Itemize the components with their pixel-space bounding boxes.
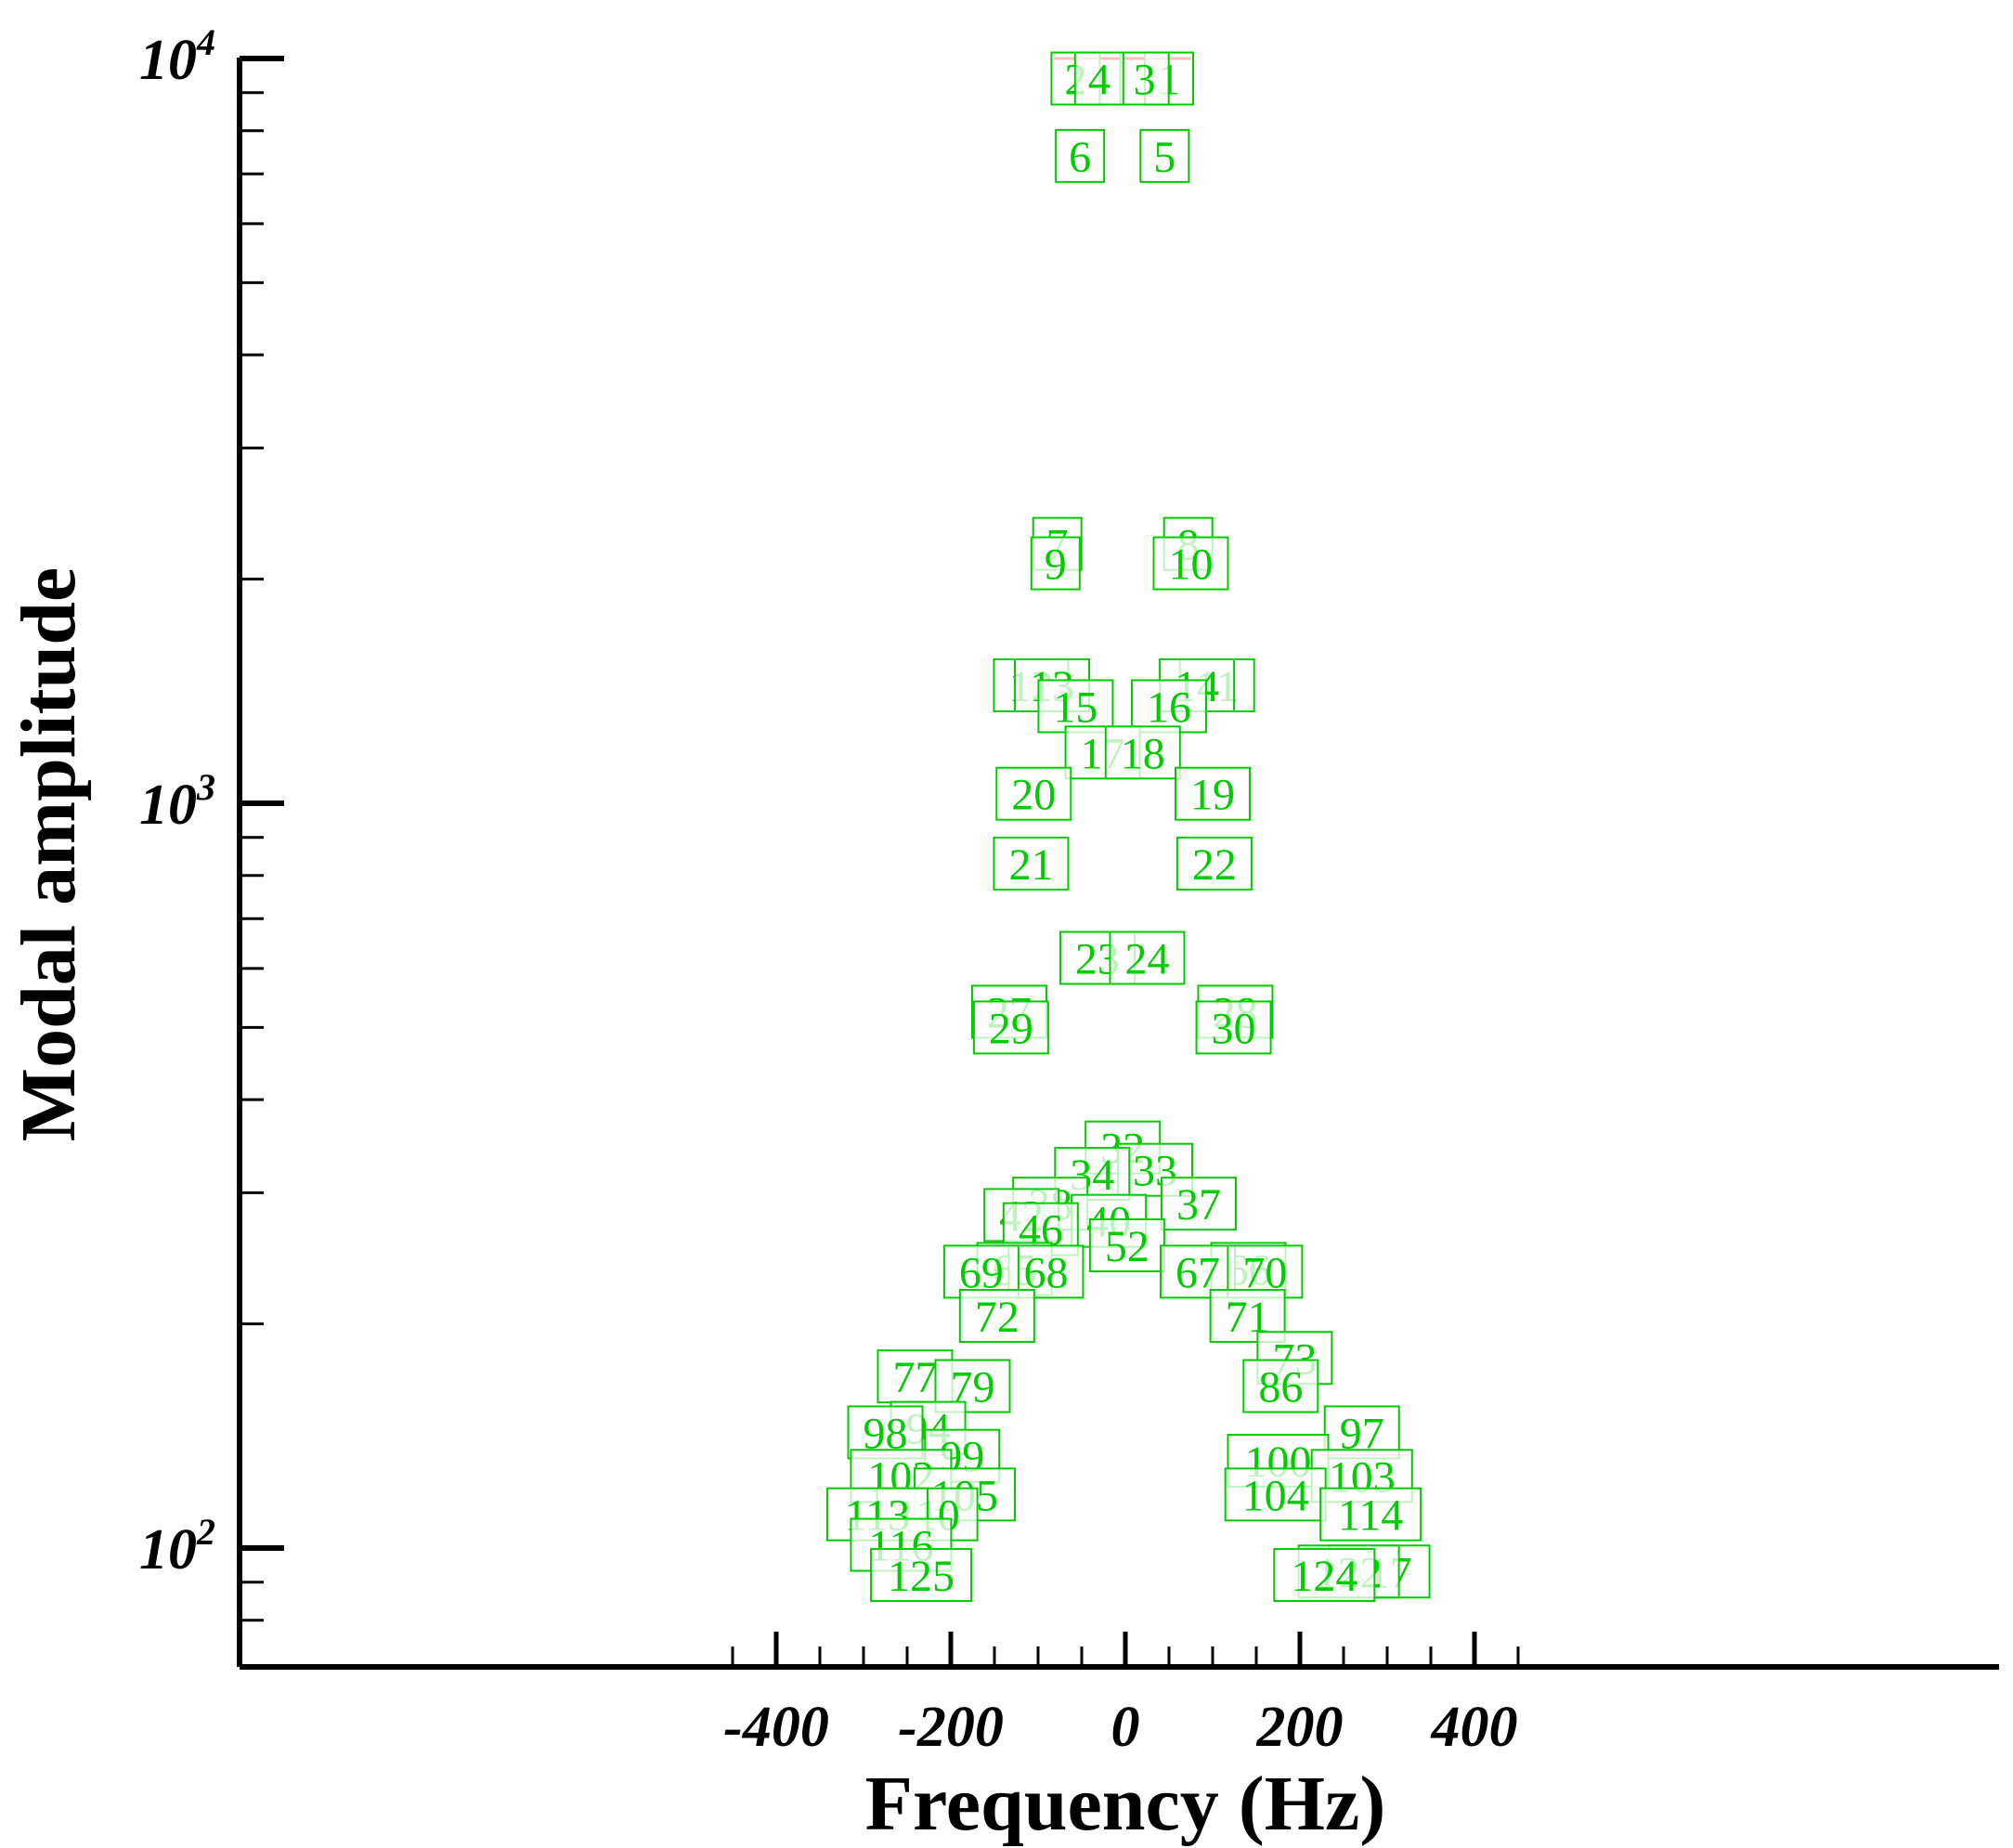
mode-point: 124 [1273, 1548, 1376, 1603]
mode-label: 21 [1008, 840, 1053, 890]
mode-point: 6 [1055, 128, 1106, 183]
mode-box [1273, 1548, 1376, 1603]
mode-box [1104, 725, 1181, 780]
mode-point: 20 [995, 766, 1072, 821]
mode-box [870, 1548, 973, 1603]
mode-label: 15 [1053, 683, 1097, 732]
mode-label: 52 [1105, 1222, 1149, 1271]
mode-label: 37 [1176, 1180, 1221, 1230]
mode-point: 15 [1037, 679, 1114, 734]
mode-box [958, 1288, 1035, 1343]
mode-label: 29 [989, 1004, 1033, 1053]
y-tick-label: 104 [139, 21, 215, 92]
mode-label: 6 [1069, 133, 1091, 182]
mode-box [1195, 1000, 1272, 1055]
mode-box [1139, 128, 1190, 183]
mode-label: 22 [1192, 840, 1237, 890]
mode-label: 104 [1242, 1471, 1309, 1520]
mode-point: 22 [1175, 836, 1253, 891]
x-tick-label: -400 [723, 1696, 829, 1759]
mode-label: 125 [888, 1552, 955, 1601]
mode-label: 3 [1134, 56, 1156, 105]
mode-point: 125 [870, 1548, 973, 1603]
mode-box [993, 836, 1070, 891]
y-tick-label: 102 [139, 1511, 215, 1581]
mode-label: 19 [1190, 771, 1235, 820]
mode-box [972, 1000, 1049, 1055]
mode-box [1224, 1467, 1327, 1522]
mode-point: 33 [1116, 1142, 1193, 1197]
mode-point: 77 [877, 1349, 954, 1404]
x-tick-label: 200 [1256, 1696, 1344, 1759]
mode-label: 10 [1169, 540, 1214, 590]
mode-label: 86 [1258, 1363, 1303, 1412]
mode-point: 5 [1139, 128, 1190, 183]
x-tick-label: 400 [1431, 1696, 1518, 1759]
x-tick-label: -200 [898, 1696, 1004, 1759]
mode-point: 114 [1319, 1487, 1422, 1542]
mode-box [1073, 51, 1124, 106]
mode-label: 30 [1212, 1004, 1256, 1053]
mode-box [1175, 836, 1253, 891]
mode-point: 18 [1104, 725, 1181, 780]
point-labels: 1234567891011121314151617181920212223242… [826, 51, 1431, 1603]
mode-point: 19 [1175, 766, 1251, 821]
mode-point: 4 [1073, 51, 1124, 106]
mode-point: 86 [1242, 1359, 1319, 1413]
mode-point: 29 [972, 1000, 1049, 1055]
mode-point: 30 [1195, 1000, 1272, 1055]
mode-box [1037, 679, 1114, 734]
mode-label: 16 [1147, 683, 1191, 732]
mode-box [995, 766, 1072, 821]
x-axis-title: Frequency (Hz) [865, 1761, 1386, 1847]
mode-box [1055, 128, 1106, 183]
mode-label: 9 [1045, 540, 1067, 590]
mode-box [1109, 931, 1186, 985]
mode-point: 10 [1152, 536, 1229, 591]
mode-box [1242, 1359, 1319, 1413]
mode-point: 3 [1119, 51, 1170, 106]
mode-label: 24 [1125, 935, 1170, 984]
mode-point: 52 [1088, 1217, 1165, 1272]
mode-box [1160, 1177, 1237, 1231]
mode-box [1030, 536, 1081, 591]
mode-point: 104 [1224, 1467, 1327, 1522]
mode-box [1152, 536, 1229, 591]
mode-box [1131, 679, 1207, 734]
mode-point: 37 [1160, 1177, 1237, 1231]
axes [237, 56, 1999, 1670]
mode-box [1116, 1142, 1193, 1197]
mode-label: 72 [975, 1293, 1019, 1342]
mode-point: 34 [1054, 1147, 1131, 1202]
mode-label: 18 [1121, 729, 1165, 778]
mode-label: 124 [1291, 1552, 1357, 1601]
mode-label: 5 [1153, 133, 1175, 182]
mode-point: 21 [993, 836, 1070, 891]
mode-point: 72 [958, 1288, 1035, 1343]
mode-label: 114 [1338, 1491, 1403, 1541]
x-tick-label: 0 [1111, 1696, 1140, 1759]
mode-box [1175, 766, 1251, 821]
y-tick-label: 103 [139, 766, 215, 837]
mode-label: 77 [892, 1353, 937, 1402]
mode-point: 9 [1030, 536, 1081, 591]
mode-label: 4 [1088, 56, 1110, 105]
mode-point: 24 [1109, 931, 1186, 985]
y-axis-title: Modal amplitude [6, 567, 92, 1141]
mode-label: 20 [1011, 771, 1056, 820]
mode-box [1319, 1487, 1422, 1542]
mode-point: 16 [1131, 679, 1207, 734]
